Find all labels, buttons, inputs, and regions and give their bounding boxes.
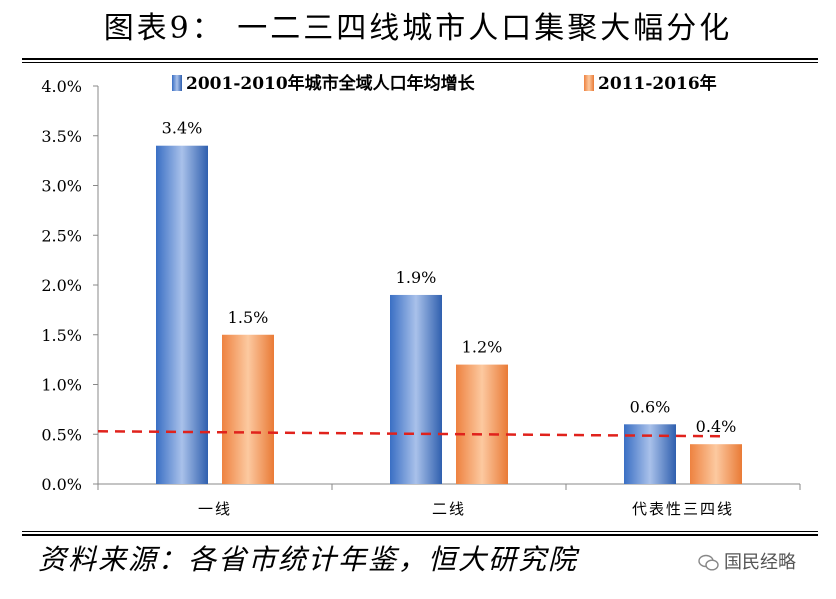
bar (690, 444, 742, 484)
y-tick-label: 1.5% (41, 326, 82, 345)
bottom-rule-thin (22, 531, 818, 532)
data-label: 1.9% (396, 268, 437, 287)
bar (156, 145, 208, 484)
wechat-icon (698, 554, 719, 571)
reference-line (97, 430, 723, 438)
watermark: 国民经略 (698, 551, 796, 575)
y-tick-label: 2.5% (41, 226, 82, 245)
top-rule (22, 58, 818, 60)
watermark-text: 国民经略 (724, 552, 796, 573)
data-label: 0.6% (630, 397, 671, 416)
x-tick-label: 一线 (198, 500, 232, 518)
y-tick-label: 0.0% (41, 475, 82, 494)
bar-chart: 0.0% 0.5% 1.0% 1.5% 2.0% 2.5% 3.0% 3.5% 4.0% 一线 二线… (41, 73, 801, 518)
legend-swatch (172, 75, 182, 91)
data-label: 1.2% (462, 338, 503, 357)
y-tick-label: 0.5% (41, 425, 82, 444)
bar (390, 294, 442, 484)
legend-swatch (584, 75, 594, 91)
y-tick-label: 1.0% (41, 376, 82, 395)
x-tick-label: 代表性三四线 (632, 500, 734, 518)
bottom-rule (22, 534, 818, 536)
x-tick-label: 二线 (432, 500, 466, 518)
y-tick-label: 3.5% (41, 127, 82, 146)
legend-label: 2011-2016年 (598, 73, 717, 94)
y-tick-label: 4.0% (41, 77, 82, 96)
y-tick-label: 2.0% (41, 276, 82, 295)
chart-title: 图表9： 一二三四线城市人口集聚大幅分化 (103, 11, 733, 46)
bar (456, 364, 508, 484)
data-label: 1.5% (228, 308, 269, 327)
y-tick-label: 3.0% (41, 177, 82, 196)
legend-label: 2001-2010年城市全域人口年均增长 (186, 73, 476, 94)
data-label: 3.4% (162, 119, 203, 138)
bar (222, 334, 274, 484)
top-rule-thin (22, 62, 818, 63)
data-label: 0.4% (696, 417, 737, 436)
source-note: 资料来源：各省市统计年鉴，恒大研究院 (38, 543, 579, 576)
bar (624, 424, 676, 484)
